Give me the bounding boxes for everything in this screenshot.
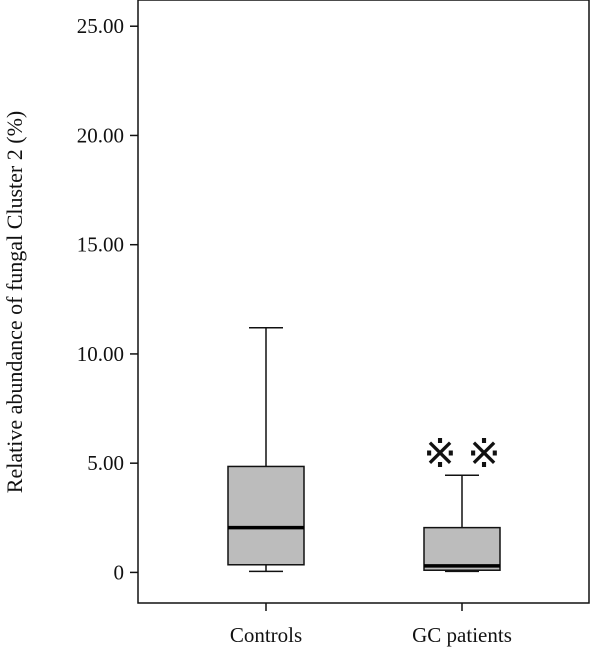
plot-frame	[137, 0, 590, 604]
box-iqr	[227, 465, 305, 566]
y-tick-label: 10.00	[77, 342, 124, 366]
y-axis-label: Relative abundance of fungal Cluster 2 (…	[2, 111, 27, 493]
outlier-marker: ※	[467, 431, 501, 476]
y-tick-label: 20.00	[77, 123, 124, 147]
y-axis: 0 5.00 10.00 15.00 20.00 25.00	[77, 14, 138, 584]
y-tick-label: 25.00	[77, 14, 124, 38]
outlier-marker: ※	[423, 431, 457, 476]
x-tick-label: Controls	[230, 623, 302, 647]
outlier-markers: ※ ※	[423, 431, 501, 476]
x-tick-label: GC patients	[412, 623, 512, 647]
x-axis: Controls GC patients	[230, 603, 512, 647]
y-tick-label: 15.00	[77, 233, 124, 257]
box-iqr	[423, 526, 501, 571]
box-series	[227, 326, 501, 573]
y-tick-label: 0	[114, 560, 125, 584]
y-tick-label: 5.00	[87, 451, 124, 475]
